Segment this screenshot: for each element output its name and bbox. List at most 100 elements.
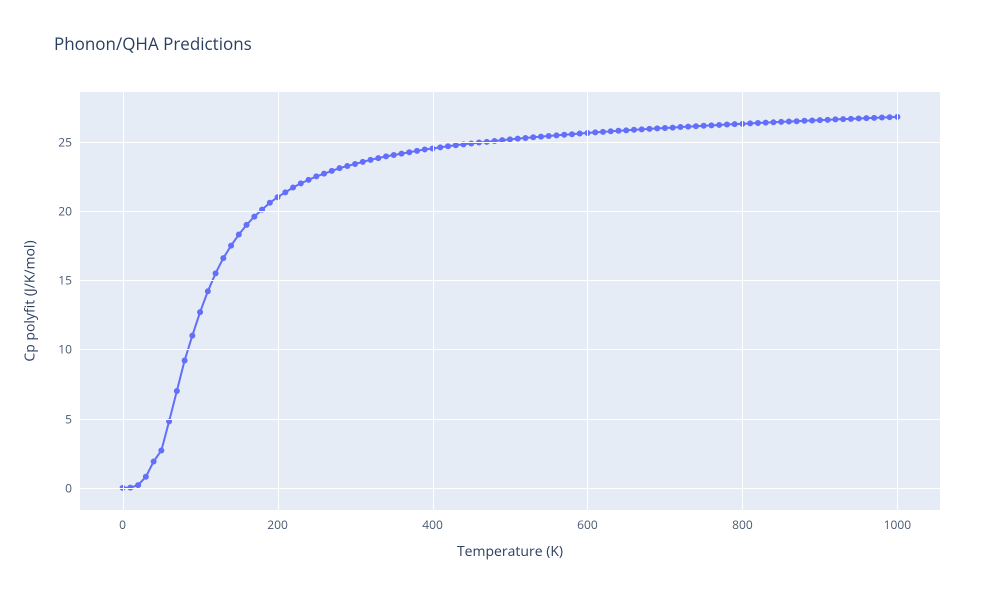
series-marker[interactable] [685, 124, 691, 130]
series-marker[interactable] [267, 200, 273, 206]
series-marker[interactable] [763, 120, 769, 126]
series-marker[interactable] [406, 149, 412, 155]
series-marker[interactable] [523, 135, 529, 141]
series-marker[interactable] [445, 143, 451, 149]
series-marker[interactable] [205, 288, 211, 294]
series-line[interactable] [123, 117, 898, 488]
series-marker[interactable] [708, 122, 714, 128]
series-marker[interactable] [670, 125, 676, 131]
series-marker[interactable] [608, 128, 614, 134]
series-marker[interactable] [244, 222, 250, 228]
series-marker[interactable] [298, 180, 304, 186]
series-marker[interactable] [569, 131, 575, 137]
series-marker[interactable] [383, 153, 389, 159]
gridline-horizontal [80, 349, 940, 350]
series-marker[interactable] [344, 163, 350, 169]
series-marker[interactable] [677, 124, 683, 130]
y-axis-label: Cp polyfit (J/K/mol) [21, 240, 40, 361]
series-marker[interactable] [282, 189, 288, 195]
x-tick-label: 200 [267, 516, 288, 533]
gridline-horizontal [80, 280, 940, 281]
series-marker[interactable] [786, 118, 792, 124]
series-marker[interactable] [701, 123, 707, 129]
series-marker[interactable] [143, 474, 149, 480]
series-marker[interactable] [623, 127, 629, 133]
series-marker[interactable] [158, 447, 164, 453]
series-marker[interactable] [778, 119, 784, 125]
series-marker[interactable] [546, 133, 552, 139]
series-marker[interactable] [848, 116, 854, 122]
series-marker[interactable] [801, 118, 807, 124]
series-marker[interactable] [631, 127, 637, 133]
series-marker[interactable] [189, 333, 195, 339]
series-marker[interactable] [732, 121, 738, 127]
x-tick-label: 1000 [884, 516, 911, 533]
series-marker[interactable] [755, 120, 761, 126]
series-marker[interactable] [856, 115, 862, 121]
series-marker[interactable] [747, 120, 753, 126]
series-marker[interactable] [236, 232, 242, 238]
series-marker[interactable] [213, 270, 219, 276]
series-marker[interactable] [646, 126, 652, 132]
series-marker[interactable] [453, 142, 459, 148]
series-marker[interactable] [174, 388, 180, 394]
series-marker[interactable] [313, 173, 319, 179]
series-marker[interactable] [251, 214, 257, 220]
series-marker[interactable] [337, 165, 343, 171]
series-marker[interactable] [716, 122, 722, 128]
series-marker[interactable] [809, 118, 815, 124]
series-marker[interactable] [615, 128, 621, 134]
series-marker[interactable] [871, 115, 877, 121]
series-marker[interactable] [825, 117, 831, 123]
series-marker[interactable] [592, 129, 598, 135]
series-marker[interactable] [887, 114, 893, 120]
series-marker[interactable] [375, 155, 381, 161]
series-marker[interactable] [600, 129, 606, 135]
series-marker[interactable] [561, 132, 567, 138]
series-marker[interactable] [724, 122, 730, 128]
series-marker[interactable] [863, 115, 869, 121]
series-marker[interactable] [220, 255, 226, 261]
series-marker[interactable] [553, 132, 559, 138]
series-marker[interactable] [329, 168, 335, 174]
y-tick-label: 5 [65, 410, 72, 427]
series-marker[interactable] [437, 144, 443, 150]
chart-container: Phonon/QHA Predictions Temperature (K) C… [0, 0, 1000, 600]
series-marker[interactable] [770, 119, 776, 125]
series-marker[interactable] [306, 177, 312, 183]
series-marker[interactable] [391, 152, 397, 158]
series-marker[interactable] [538, 134, 544, 140]
series-marker[interactable] [182, 358, 188, 364]
series-marker[interactable] [879, 114, 885, 120]
series-marker[interactable] [832, 116, 838, 122]
x-tick-label: 800 [732, 516, 753, 533]
y-tick-label: 0 [65, 479, 72, 496]
series-marker[interactable] [414, 148, 420, 154]
y-tick-label: 25 [58, 133, 72, 150]
series-marker[interactable] [399, 151, 405, 157]
plot-area[interactable] [80, 92, 940, 510]
series-marker[interactable] [228, 243, 234, 249]
series-marker[interactable] [693, 123, 699, 129]
series-marker[interactable] [352, 161, 358, 167]
series-marker[interactable] [654, 125, 660, 131]
series-marker[interactable] [794, 118, 800, 124]
series-marker[interactable] [151, 459, 157, 465]
gridline-horizontal [80, 419, 940, 420]
x-tick-label: 0 [119, 516, 126, 533]
series-marker[interactable] [577, 131, 583, 137]
series-marker[interactable] [197, 309, 203, 315]
series-marker[interactable] [360, 159, 366, 165]
series-marker[interactable] [515, 136, 521, 142]
gridline-horizontal [80, 488, 940, 489]
series-marker[interactable] [422, 146, 428, 152]
series-marker[interactable] [290, 185, 296, 191]
series-marker[interactable] [530, 134, 536, 140]
series-marker[interactable] [817, 117, 823, 123]
series-marker[interactable] [662, 125, 668, 131]
gridline-vertical [278, 92, 279, 510]
series-marker[interactable] [321, 171, 327, 177]
series-marker[interactable] [840, 116, 846, 122]
series-marker[interactable] [368, 157, 374, 163]
series-marker[interactable] [639, 126, 645, 132]
